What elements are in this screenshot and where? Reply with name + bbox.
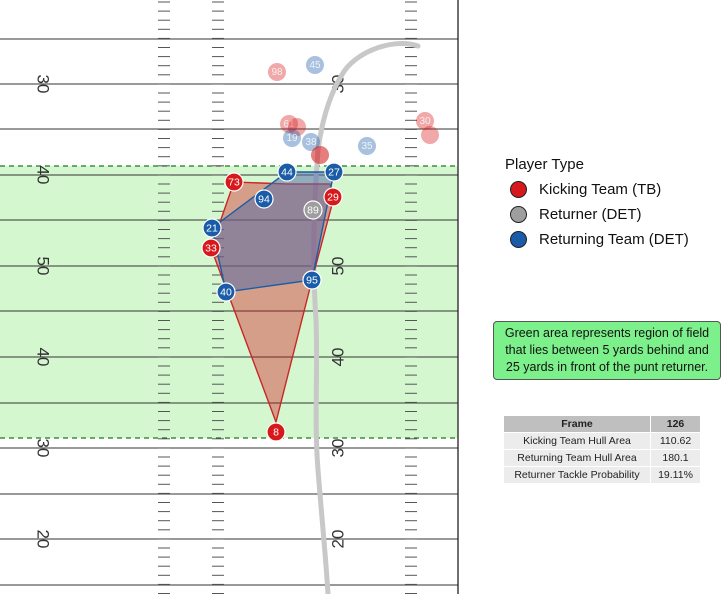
yard-number: 40 <box>329 348 348 367</box>
yard-number: 20 <box>329 530 348 549</box>
returning-player-marker <box>202 218 222 238</box>
yard-number: 30 <box>34 439 53 458</box>
returning-player-marker <box>254 189 274 209</box>
ghost-player-number: 45 <box>309 60 321 71</box>
legend-label: Returning Team (DET) <box>539 231 689 248</box>
ghost-players-layer: 98 45 61 19 38 35 30 <box>268 56 439 164</box>
ghost-player-number: 98 <box>271 67 283 78</box>
player-number: 89 <box>307 205 319 217</box>
ghost-player-marker <box>302 133 320 151</box>
table-cell: Returner Tackle Probability <box>503 466 651 484</box>
player-number: 8 <box>273 427 279 439</box>
yard-number: 40 <box>34 348 53 367</box>
legend-label: Returner (DET) <box>539 206 642 223</box>
legend-item-returner: Returner (DET) <box>505 202 689 227</box>
table-header-cell: Frame <box>503 415 651 433</box>
yard-number: 50 <box>34 257 53 276</box>
ghost-player-number: 30 <box>419 116 431 127</box>
returning-player-marker <box>302 270 322 290</box>
table-row: Kicking Team Hull Area 110.62 <box>503 432 701 450</box>
yard-number: 40 <box>34 166 53 185</box>
legend-item-kicking: Kicking Team (TB) <box>505 177 689 202</box>
table-row: Returning Team Hull Area 180.1 <box>503 449 701 467</box>
table-cell: Kicking Team Hull Area <box>503 432 651 450</box>
ghost-player-marker <box>268 63 286 81</box>
table-header-row: Frame 126 <box>503 415 701 433</box>
ghost-player-marker <box>416 112 434 130</box>
player-number: 29 <box>327 192 339 204</box>
table-cell: 180.1 <box>650 449 701 467</box>
table-cell: 19.11% <box>650 466 701 484</box>
yard-number: 20 <box>34 530 53 549</box>
player-number: 94 <box>258 194 270 206</box>
ghost-player-marker <box>358 137 376 155</box>
returning-player-marker <box>216 282 236 302</box>
zone-note: Green area represents region of field th… <box>493 321 721 380</box>
table-header-cell: 126 <box>650 415 701 433</box>
legend-item-returning: Returning Team (DET) <box>505 227 689 252</box>
player-number: 44 <box>281 167 293 179</box>
legend: Player Type Kicking Team (TB) Returner (… <box>505 156 689 252</box>
returning-player-marker <box>324 162 344 182</box>
ghost-player-number: 61 <box>283 119 295 130</box>
ghost-player-marker <box>288 118 306 136</box>
ghost-player-number: 35 <box>361 141 373 152</box>
yard-number: 30 <box>329 439 348 458</box>
table-row: Returner Tackle Probability 19.11% <box>503 466 701 484</box>
player-number: 21 <box>206 223 218 235</box>
player-number: 27 <box>328 167 340 179</box>
player-number: 95 <box>306 275 318 287</box>
ghost-player-marker <box>311 146 329 164</box>
returner-player-marker <box>303 200 323 220</box>
yard-number: 30 <box>34 75 53 94</box>
table-cell: Returning Team Hull Area <box>503 449 651 467</box>
kicking-team-dot-icon <box>510 181 527 198</box>
legend-title: Player Type <box>505 156 584 173</box>
kicking-player-marker <box>323 187 343 207</box>
ghost-player-marker <box>283 129 301 147</box>
kicking-player-marker <box>224 172 244 192</box>
return-zone <box>0 166 458 438</box>
ghost-player-marker <box>280 115 298 133</box>
returning-player-marker <box>277 162 297 182</box>
kicking-player-marker <box>201 238 221 258</box>
ghost-player-number: 19 <box>286 133 298 144</box>
player-number: 33 <box>205 243 217 255</box>
player-number: 73 <box>228 177 240 189</box>
legend-label: Kicking Team (TB) <box>539 181 662 198</box>
return-zone-layer <box>0 165 458 439</box>
ghost-player-marker <box>306 56 324 74</box>
table-cell: 110.62 <box>650 432 701 450</box>
yard-number: 50 <box>329 257 348 276</box>
kicking-player-marker <box>266 422 286 442</box>
yard-lines-layer <box>0 0 459 594</box>
player-number: 40 <box>220 287 232 299</box>
players-layer: 73293395844279421409589 <box>201 162 344 442</box>
ghost-player-number: 38 <box>305 137 317 148</box>
returning-team-dot-icon <box>510 231 527 248</box>
ghost-player-marker <box>311 146 329 164</box>
ghost-player-marker <box>421 126 439 144</box>
returner-dot-icon <box>510 206 527 223</box>
stats-table: Frame 126 Kicking Team Hull Area 110.62 … <box>503 415 701 484</box>
